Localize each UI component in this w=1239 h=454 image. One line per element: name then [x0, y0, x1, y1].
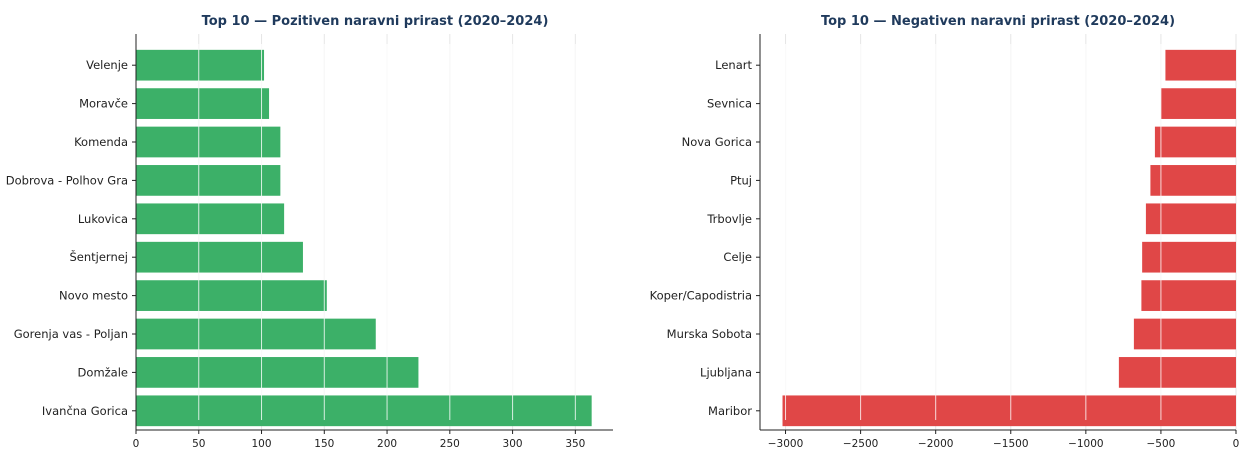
- x-tick-label: 100: [252, 438, 272, 450]
- x-tick-label: −2500: [843, 438, 879, 450]
- bar-2: [1154, 126, 1236, 158]
- category-label: Nova Gorica: [682, 135, 752, 149]
- x-tick-label: 350: [565, 438, 585, 450]
- category-label: Maribor: [708, 404, 752, 418]
- category-label: Velenje: [86, 58, 128, 72]
- category-label: Lenart: [715, 58, 752, 72]
- category-label: Sevnica: [707, 97, 752, 111]
- bar-4: [136, 203, 285, 235]
- category-label: Novo mesto: [59, 289, 128, 303]
- category-label: Komenda: [74, 135, 128, 149]
- bar-9: [782, 395, 1236, 427]
- category-label: Trbovlje: [706, 212, 752, 226]
- x-tick-label: 250: [440, 438, 460, 450]
- x-tick-label: −500: [1146, 438, 1175, 450]
- category-label: Dobrova - Polhov Gra: [6, 173, 128, 187]
- category-label: Koper/Capodistria: [650, 289, 752, 303]
- category-label: Ptuj: [730, 173, 752, 187]
- category-label: Gorenja vas - Poljan: [14, 327, 128, 341]
- x-tick-label: 0: [133, 438, 140, 450]
- bar-6: [136, 280, 327, 311]
- bar-6: [1141, 280, 1236, 311]
- positive-growth-chart: Top 10 — Pozitiven naravni prirast (2020…: [6, 14, 613, 450]
- x-tick-label: −1500: [993, 438, 1029, 450]
- x-tick-label: −2000: [918, 438, 954, 450]
- category-label: Celje: [723, 250, 752, 264]
- bar-8: [136, 357, 419, 388]
- category-label: Murska Sobota: [667, 327, 752, 341]
- bar-7: [136, 318, 376, 350]
- chart-title: Top 10 — Negativen naravni prirast (2020…: [821, 14, 1175, 29]
- bar-1: [136, 88, 270, 119]
- category-label: Šentjernej: [69, 249, 128, 264]
- x-tick-label: 50: [192, 438, 205, 450]
- chart-title: Top 10 — Pozitiven naravni prirast (2020…: [202, 14, 549, 29]
- x-tick-label: 150: [314, 438, 334, 450]
- bar-2: [136, 126, 281, 158]
- bar-5: [136, 241, 303, 273]
- bar-5: [1142, 241, 1236, 273]
- x-tick-label: −1000: [1068, 438, 1104, 450]
- category-label: Lukovica: [78, 212, 128, 226]
- bar-3: [1150, 165, 1236, 196]
- bar-0: [1165, 49, 1236, 81]
- bar-3: [136, 165, 281, 196]
- bar-8: [1118, 357, 1236, 388]
- category-label: Ljubljana: [700, 365, 752, 379]
- category-label: Ivančna Gorica: [42, 404, 128, 418]
- x-tick-label: −3000: [768, 438, 804, 450]
- bar-0: [136, 49, 265, 81]
- bar-4: [1145, 203, 1236, 235]
- bar-7: [1133, 318, 1236, 350]
- bar-9: [136, 395, 592, 427]
- category-label: Domžale: [78, 365, 128, 379]
- x-tick-label: 300: [503, 438, 523, 450]
- x-tick-label: 0: [1233, 438, 1239, 450]
- category-label: Moravče: [79, 97, 128, 111]
- x-tick-label: 200: [377, 438, 397, 450]
- negative-growth-chart: Top 10 — Negativen naravni prirast (2020…: [650, 14, 1239, 450]
- bar-1: [1160, 88, 1236, 119]
